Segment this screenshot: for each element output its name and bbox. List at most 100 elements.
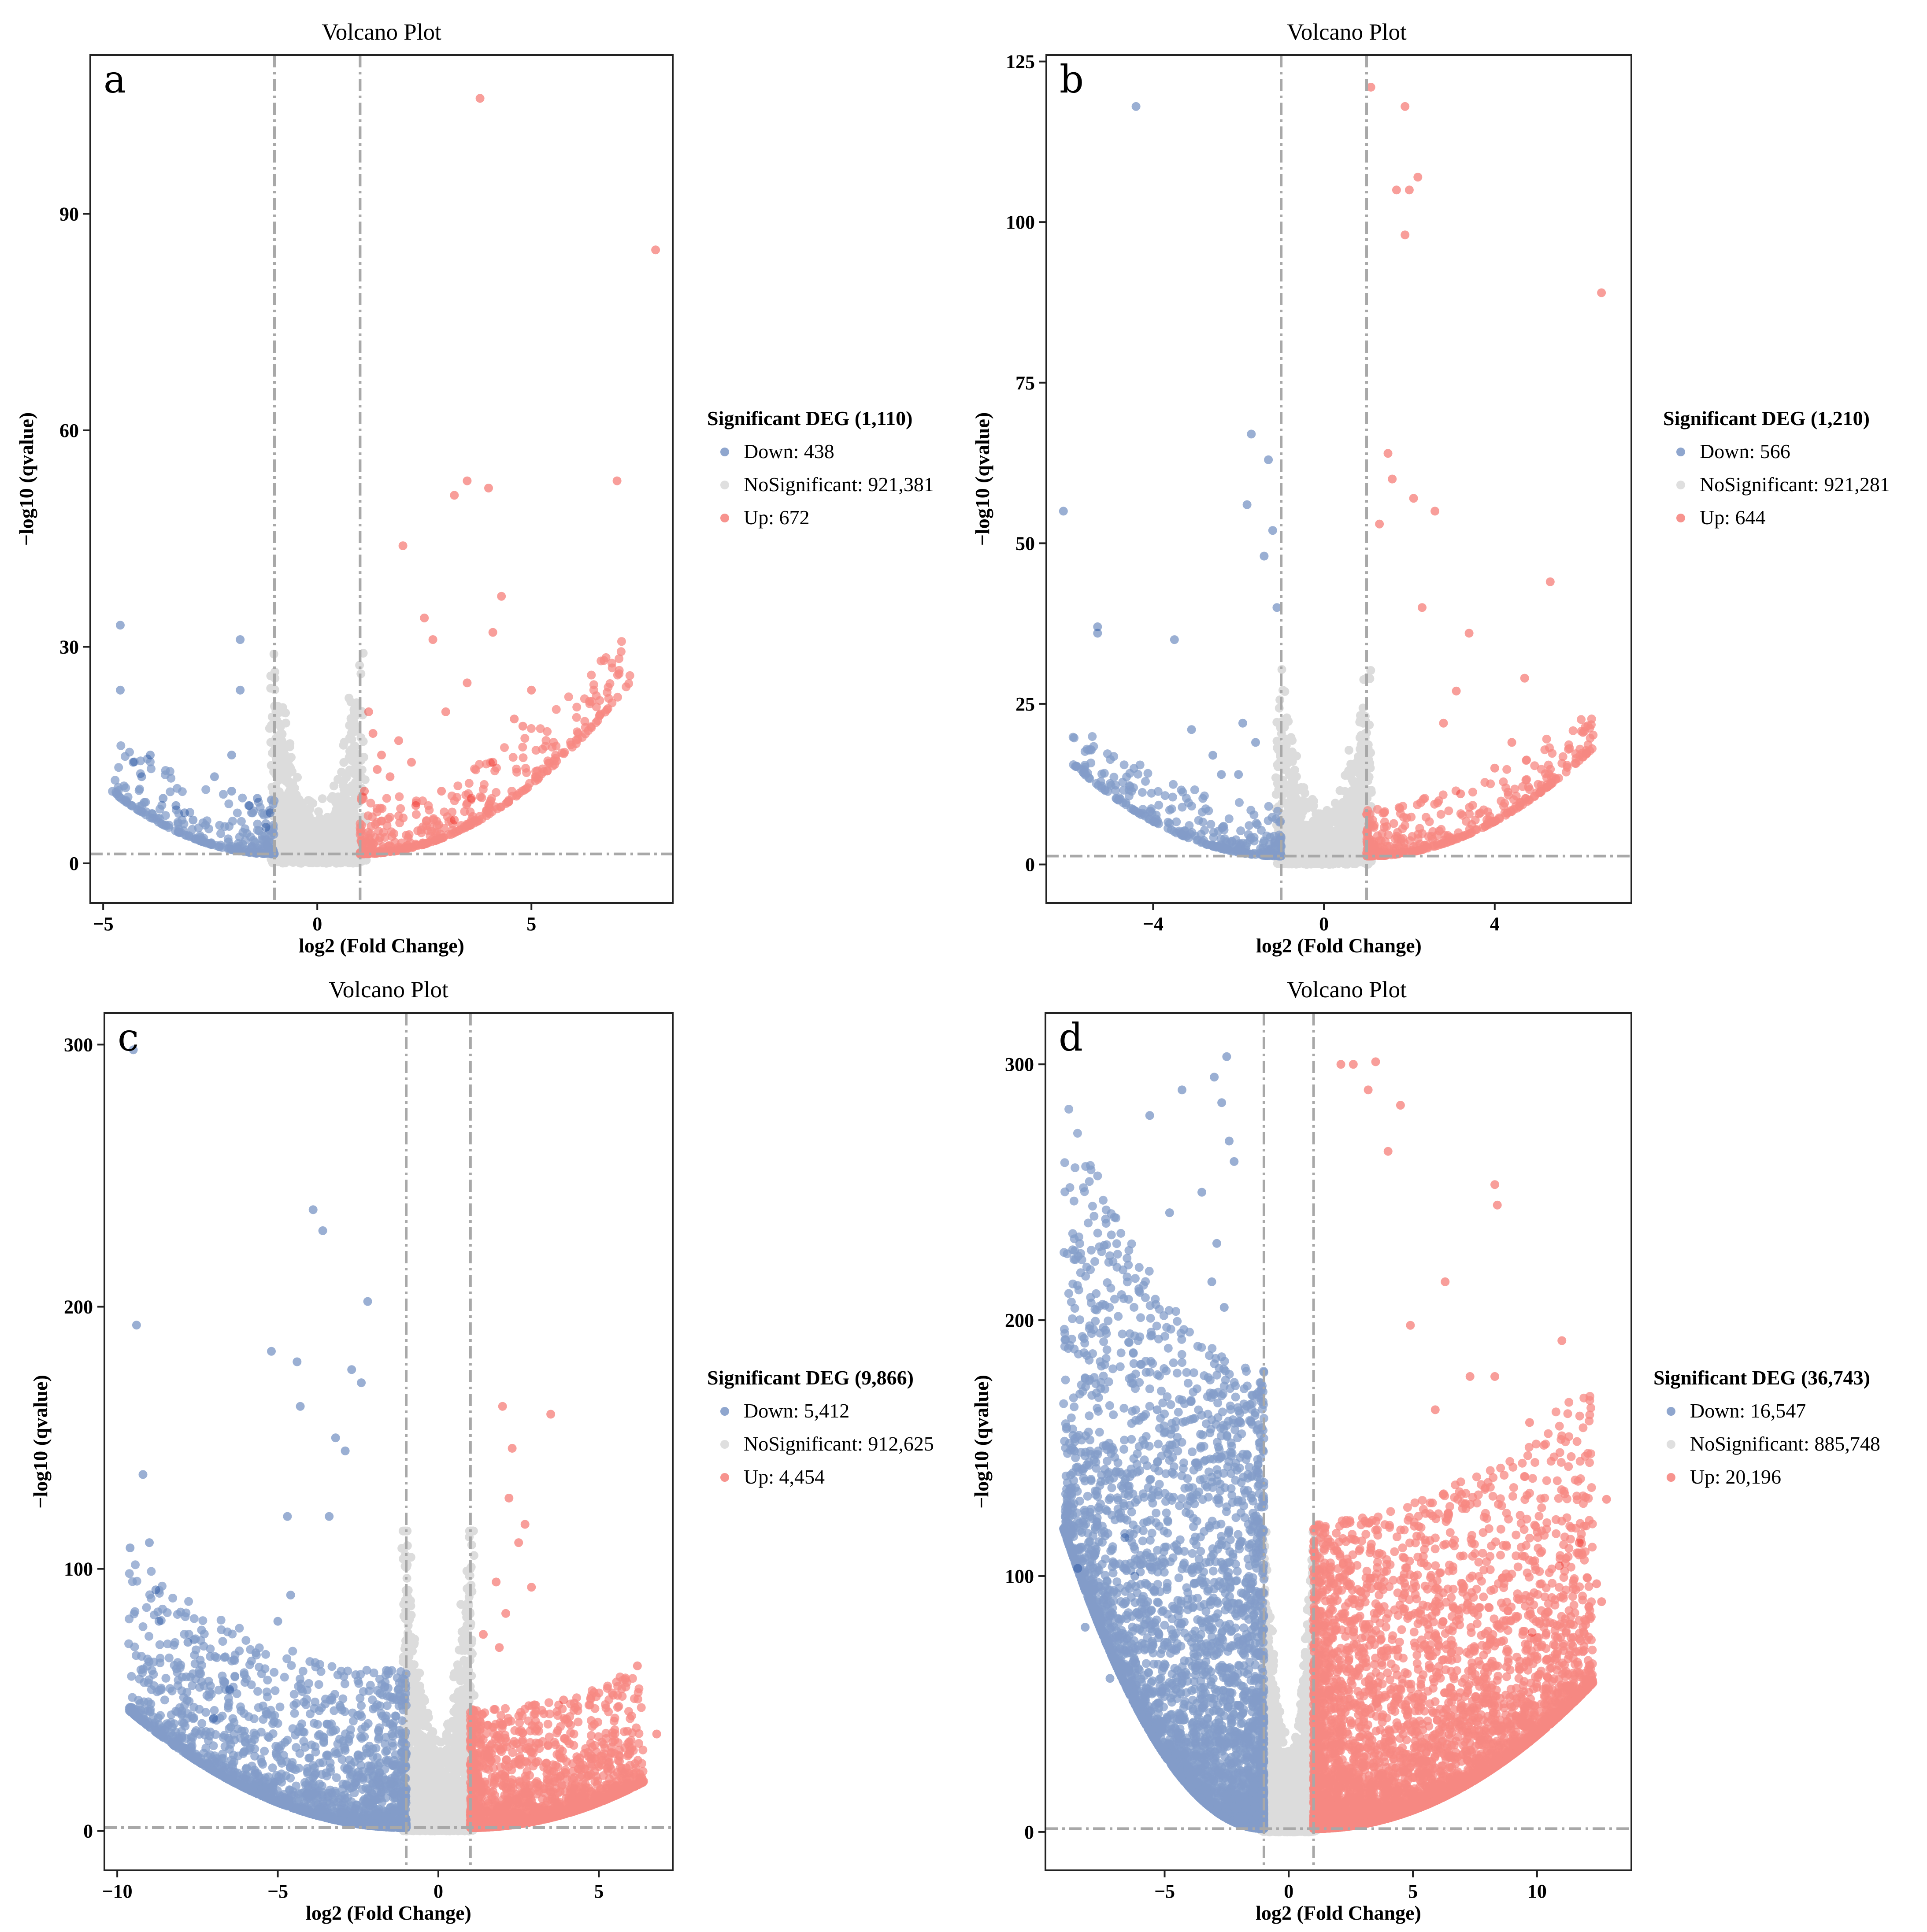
- down-point: [149, 814, 158, 822]
- grey-point: [1341, 819, 1351, 828]
- up-point: [1582, 748, 1592, 758]
- down-point: [1145, 814, 1154, 824]
- legend-title: Significant DEG (1,210): [1663, 407, 1870, 429]
- up-point: [1562, 761, 1571, 770]
- up-point: [464, 789, 473, 798]
- down-point: [1264, 455, 1273, 464]
- down-point: [1268, 526, 1277, 535]
- up-point: [1401, 230, 1410, 240]
- up-point: [363, 849, 373, 859]
- grey-point: [298, 857, 307, 866]
- grey-point: [1304, 835, 1314, 844]
- up-point: [1465, 825, 1474, 834]
- up-point: [1530, 792, 1539, 801]
- up-point: [1394, 842, 1403, 851]
- down-point: [1172, 817, 1181, 826]
- up-point: [368, 729, 378, 738]
- up-point: [587, 670, 596, 680]
- up-point: [1535, 788, 1544, 797]
- down-point: [1228, 847, 1238, 856]
- up-point: [1423, 842, 1432, 851]
- down-point: [191, 835, 200, 844]
- up-point: [463, 822, 472, 830]
- grey-point: [292, 838, 301, 848]
- up-point: [371, 849, 380, 858]
- up-point: [1482, 820, 1492, 829]
- up-point: [1380, 823, 1389, 832]
- up-point: [573, 727, 582, 737]
- up-point: [477, 814, 486, 824]
- down-point: [174, 809, 183, 818]
- down-point: [1235, 839, 1244, 848]
- up-point: [436, 829, 445, 839]
- up-point: [1439, 839, 1448, 848]
- down-point: [252, 848, 261, 858]
- down-point: [196, 836, 205, 846]
- down-point: [159, 794, 168, 803]
- up-point: [584, 726, 593, 735]
- y-tick-label: 25: [1015, 693, 1035, 715]
- up-point: [1471, 825, 1480, 834]
- up-point: [482, 811, 491, 820]
- down-point: [1270, 838, 1279, 848]
- up-point: [1419, 795, 1428, 804]
- down-point: [1198, 818, 1208, 827]
- up-point: [369, 840, 378, 849]
- up-point: [488, 628, 497, 637]
- down-point: [1141, 811, 1150, 821]
- down-point: [1086, 745, 1095, 754]
- down-point: [167, 774, 176, 783]
- down-point: [201, 785, 211, 794]
- legend-swatch: [720, 448, 729, 456]
- series-down: [116, 621, 275, 832]
- down-point: [247, 808, 256, 818]
- grey-point: [1290, 804, 1299, 814]
- up-point: [1558, 752, 1568, 761]
- down-point: [263, 841, 273, 851]
- down-point: [266, 838, 275, 847]
- down-point: [141, 811, 151, 820]
- up-point: [1438, 839, 1448, 848]
- down-point: [1237, 840, 1246, 849]
- up-point: [1524, 796, 1533, 805]
- up-point: [452, 827, 461, 836]
- up-point: [507, 787, 516, 796]
- down-point: [1249, 848, 1259, 858]
- down-point: [1127, 787, 1136, 796]
- up-point: [398, 845, 407, 854]
- down-point: [176, 828, 185, 837]
- grey-point: [266, 684, 275, 693]
- down-point: [111, 776, 120, 785]
- up-point: [1536, 788, 1545, 797]
- up-point: [491, 802, 500, 811]
- down-point: [1219, 844, 1228, 853]
- down-point: [1103, 749, 1112, 759]
- down-point: [159, 821, 169, 830]
- down-point: [1187, 828, 1197, 837]
- up-point: [510, 714, 519, 724]
- up-point: [1420, 840, 1430, 850]
- down-point: [1177, 829, 1186, 839]
- down-point: [1258, 844, 1267, 853]
- down-point: [1069, 760, 1078, 769]
- up-point: [543, 766, 552, 776]
- up-point: [429, 815, 438, 825]
- grey-point: [1288, 794, 1297, 803]
- up-point: [607, 659, 616, 668]
- down-point: [1131, 807, 1140, 816]
- up-point: [531, 746, 541, 755]
- up-point: [448, 819, 457, 829]
- up-point: [482, 759, 491, 769]
- down-point: [1183, 831, 1192, 840]
- up-point: [1465, 809, 1474, 818]
- up-point: [552, 756, 561, 766]
- down-point: [249, 806, 258, 815]
- grey-point: [271, 754, 281, 763]
- up-point: [566, 740, 575, 749]
- up-point: [543, 727, 552, 736]
- up-point: [1390, 834, 1400, 844]
- up-point: [485, 803, 494, 813]
- up-point: [368, 812, 377, 822]
- down-point: [1275, 818, 1284, 827]
- up-point: [1467, 820, 1476, 829]
